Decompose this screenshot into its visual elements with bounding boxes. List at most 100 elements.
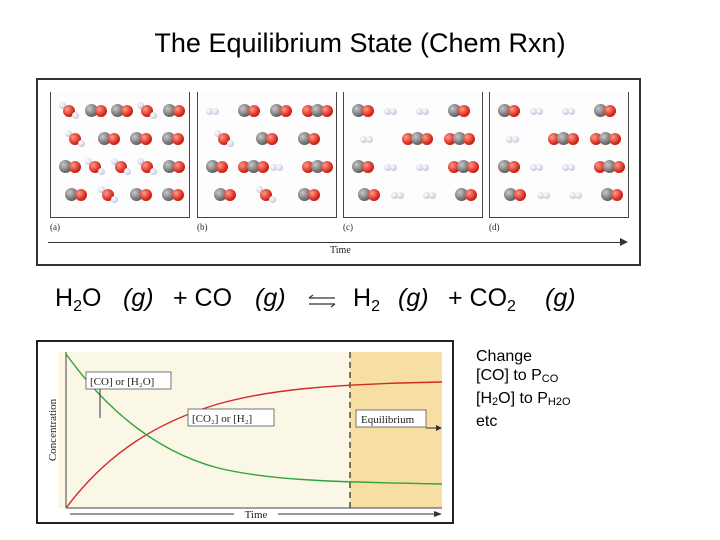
atom-O [140, 189, 152, 201]
snapshot-panel-label: (d) [489, 222, 500, 232]
atom-O [321, 105, 333, 117]
atom-O [467, 161, 479, 173]
molecule-co [162, 130, 184, 148]
molecule-co [98, 130, 120, 148]
product-co2: + CO2 [448, 284, 516, 315]
molecule-co [238, 102, 260, 120]
equilibrium-region [350, 352, 442, 508]
atom-H [206, 108, 213, 115]
atom-C [98, 132, 111, 145]
time-axis-label: Time [330, 245, 351, 256]
atom-H [111, 196, 118, 203]
equilibrium-arrow-head [436, 425, 442, 431]
products-label-box [187, 408, 275, 427]
molecule-co [163, 158, 185, 176]
molecule-co [594, 102, 616, 120]
snapshot-panel-label: (a) [50, 222, 60, 232]
atom-C [163, 104, 176, 117]
atom-H [429, 192, 436, 199]
molecule-co2 [302, 102, 333, 120]
atom-H [575, 192, 582, 199]
atom-O [421, 133, 433, 145]
atom-H [72, 112, 79, 119]
atom-C [298, 188, 311, 201]
atom-C [453, 132, 466, 145]
molecule-co [298, 130, 320, 148]
molecule-h2 [360, 130, 373, 148]
atom-H [150, 168, 157, 175]
atom-H [269, 196, 276, 203]
atom-H [124, 168, 131, 175]
molecule-co2 [444, 130, 475, 148]
atom-H [384, 164, 391, 171]
molecule-co [352, 158, 374, 176]
atom-O [257, 161, 269, 173]
atom-O [266, 133, 278, 145]
atom-C [214, 188, 227, 201]
molecule-h2 [530, 102, 543, 120]
molecule-h2o [59, 102, 79, 120]
snapshot-panel-a [50, 92, 190, 218]
atom-O [248, 105, 260, 117]
atom-H [111, 158, 118, 165]
atom-O [458, 105, 470, 117]
products-label: [CO₂] or [H₂] [192, 413, 252, 425]
product-co2-phase: (g) [545, 284, 576, 312]
molecule-h2o [111, 158, 131, 176]
atom-O [611, 189, 623, 201]
atom-O [321, 161, 333, 173]
atom-C [111, 104, 124, 117]
molecule-co [214, 186, 236, 204]
atom-O [508, 105, 520, 117]
molecule-co [498, 102, 520, 120]
atom-C [162, 132, 175, 145]
concentration-chart: [CO] or [H₂O] [CO₂] or [H₂] Equilibrium … [47, 352, 443, 521]
molecule-h2 [384, 102, 397, 120]
note-line-change: Change [476, 348, 533, 365]
atom-C [457, 160, 470, 173]
snapshot-panel-b [197, 92, 337, 218]
atom-O [75, 189, 87, 201]
atom-H [270, 164, 277, 171]
molecule-co [162, 186, 184, 204]
molecule-co2 [302, 158, 333, 176]
atom-O [368, 189, 380, 201]
molecule-h2o [137, 158, 157, 176]
atom-C [557, 132, 570, 145]
change-note: Change [CO] to PCO [H2O] to PH2O etc [476, 347, 571, 431]
atom-C [247, 160, 260, 173]
atom-H [137, 102, 144, 109]
molecule-co2 [402, 130, 433, 148]
atom-O [172, 189, 184, 201]
atom-O [308, 189, 320, 201]
atom-H [360, 136, 367, 143]
equilibrium-arrows-icon [308, 294, 336, 308]
snapshot-panel-label: (c) [343, 222, 353, 232]
atom-H [214, 130, 221, 137]
molecule-co2 [448, 158, 479, 176]
molecule-h2 [530, 158, 543, 176]
atom-C [504, 188, 517, 201]
molecule-co [358, 186, 380, 204]
atom-H [536, 164, 543, 171]
atom-O [567, 133, 579, 145]
atom-O [69, 161, 81, 173]
atom-C [206, 160, 219, 173]
note-line-h2o: [H2O] to PH2O [476, 390, 571, 408]
atom-H [422, 164, 429, 171]
molecule-co [448, 102, 470, 120]
atom-H [416, 108, 423, 115]
atom-C [130, 132, 143, 145]
reactants-curve [65, 353, 443, 485]
molecule-co [352, 102, 374, 120]
atom-H [98, 186, 105, 193]
molecule-h2 [391, 186, 404, 204]
atom-C [85, 104, 98, 117]
atom-H [85, 158, 92, 165]
atom-O [224, 189, 236, 201]
molecule-co [59, 158, 81, 176]
atom-C [270, 104, 283, 117]
atom-H [512, 136, 519, 143]
atom-H [150, 112, 157, 119]
atom-O [362, 105, 374, 117]
